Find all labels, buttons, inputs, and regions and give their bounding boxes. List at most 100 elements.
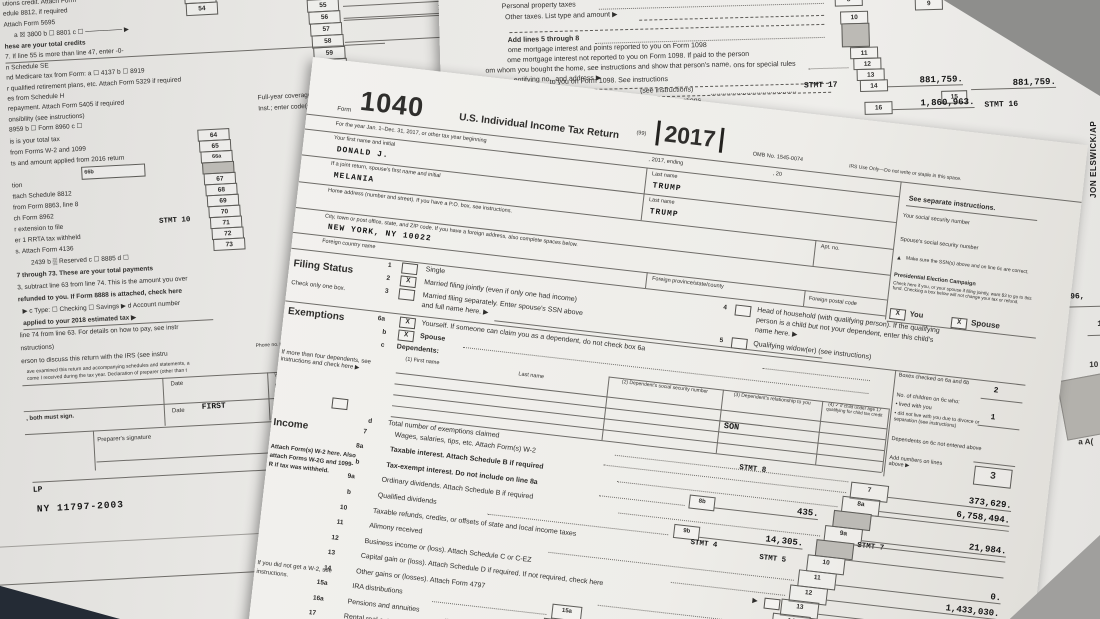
line8b-inline-box: 8b [688, 494, 716, 512]
p2-payline: line 74 from line 63. For details on how… [19, 323, 179, 340]
dotted-leader [762, 366, 871, 382]
line6b-checkbox: X [397, 329, 415, 343]
p2-line: 8959 b ☐ Form 8960 c ☐ [8, 122, 83, 134]
dotted-leader [594, 35, 825, 44]
filing-3-num: 3 [384, 287, 389, 296]
p2-payline: er 1 RRTA tax withheld [14, 233, 81, 245]
line10-num: 10 [339, 503, 348, 512]
spouse-ssn-label: Spouse's social security number [899, 236, 979, 252]
fragment-shaded-box [1056, 369, 1100, 441]
dotted-leader [548, 550, 795, 581]
boxes-checked-value: 2 [993, 386, 999, 396]
filing-1-label: Single [425, 266, 446, 276]
line6c-label: Dependents: [396, 343, 440, 356]
rule-line [298, 181, 894, 250]
campaign-spouse-label: Spouse [970, 318, 1001, 331]
schedA-line14-box: 14 [859, 79, 889, 92]
income-heading: Income [272, 416, 309, 432]
line16a-label: Pensions and annuities [347, 598, 420, 614]
rule-line [291, 247, 886, 317]
form-number: 1040 [358, 85, 426, 123]
schedA-line: Personal property taxes [501, 1, 576, 11]
p2-must-sign: , both must sign. [26, 413, 75, 423]
campaign-you-checkbox: X [889, 307, 907, 321]
p2-payline: 2439 b ▒ Reserved c ☐ 8885 d ☐ [30, 254, 130, 267]
check-only-note: Check only one box. [290, 280, 346, 293]
more-dependents-checkbox [331, 397, 349, 411]
filing-1-checkbox [401, 262, 419, 276]
line6a-checkbox: X [398, 316, 417, 330]
p2-line54-box: 54 [185, 1, 219, 17]
campaign-you-label: You [909, 309, 924, 320]
schedA-stmt16: STMT 16 [984, 99, 1019, 110]
line8a-num: 8a [355, 442, 364, 451]
omb-number: OMB No. 1545-0074 [752, 151, 804, 164]
schedA-line16-box: 16 [864, 101, 893, 115]
filing-4-num: 4 [722, 304, 728, 312]
form-title-note: (99) [636, 130, 647, 138]
rule-line [292, 231, 888, 301]
last-name-value: TRUMP [652, 181, 682, 194]
line6b-label: Spouse [419, 332, 446, 343]
schedA-shaded-box [841, 22, 870, 48]
p2-payline: from Form 8863, line 8 [12, 201, 79, 212]
dotted-leader [670, 580, 786, 596]
tax-year-ending: , 2017, ending [648, 156, 684, 167]
dep-col1-header: (1) First name [405, 356, 440, 367]
stmt5-note: STMT 5 [758, 553, 787, 565]
p2-payline: r extension to file [14, 223, 64, 234]
did-not-live-label: • did not live with you due to divorce o… [893, 410, 980, 429]
schedA-line: Add lines 5 through 8 [507, 35, 580, 45]
line6b-num: b [381, 328, 387, 337]
filing-2-checkbox: X [399, 275, 417, 289]
line13-num: 13 [327, 548, 336, 557]
p2-66b-inline-box: 66b [81, 163, 146, 180]
schedA-line8-box: 8 [834, 0, 863, 7]
line9b-label: Qualified dividends [377, 492, 437, 506]
p2-spouse-occupation-value: FIRST [201, 401, 227, 412]
dotted-leader [432, 599, 547, 616]
line16a-num: 16a [312, 594, 325, 603]
line9b-num: b [346, 488, 352, 497]
stmt4-note: STMT 4 [689, 538, 718, 550]
lived-with-you-value: 1 [990, 413, 996, 423]
p2-stmt10: STMT 10 [158, 216, 191, 226]
dep-col1b-header: Last name [518, 371, 545, 381]
line6c-num: c [380, 341, 385, 349]
rule-line [884, 181, 902, 320]
schedA-line14-total: 881,759. [970, 76, 1057, 91]
dotted-leader [598, 1, 824, 10]
rule-line [608, 376, 889, 410]
line7-num: 7 [362, 428, 368, 436]
p2-payline: is is your total tax [9, 135, 60, 146]
photo-credit: JON ELSWICK/AP [1089, 120, 1098, 198]
p2-payline: ▶ c Type: ☐ Checking ☐ Savings ▶ d Accou… [22, 299, 181, 316]
schedA-line: (see instructions) [639, 86, 694, 95]
tax-year: 2017 [655, 120, 725, 154]
line17-num: 17 [308, 609, 317, 617]
last-name-label: Last name [651, 171, 678, 181]
check-here-arrow-icon: ▶ [751, 597, 759, 605]
line15a-num: 15a [316, 578, 328, 588]
p2-firm-zip: NY 11797-2003 [36, 499, 125, 515]
warning-triangle-icon: ▲ [895, 255, 903, 262]
form-1040-main-sheet: Form 1040 U.S. Individual Income Tax Ret… [233, 57, 1088, 619]
rule-line [812, 240, 817, 267]
irs-use-only: IRS Use Only—Do not write or staple in t… [848, 163, 962, 183]
ssn-note: Make sure the SSN(s) above and on line 6… [905, 255, 1029, 276]
dash-line [509, 22, 825, 34]
p2-preparer-label: Preparer's signature [97, 434, 152, 444]
filing-1-num: 1 [387, 261, 392, 270]
p2-line: es from Schedule H [7, 92, 65, 103]
fragment-line10-label: 10 [1089, 359, 1099, 370]
filing-3-checkbox [398, 288, 416, 302]
exemptions-total-box: 3 [972, 465, 1013, 489]
line11-num: 11 [336, 518, 344, 527]
line15a-label: IRA distributions [351, 582, 403, 596]
add-numbers-label: Add numbers on lines above ▶ [888, 454, 943, 470]
stmt8-note: STMT 8 [738, 463, 767, 475]
rule-line [92, 430, 96, 471]
p2-payline: ch Form 8962 [13, 213, 54, 223]
tax-year-20: , 20 [772, 170, 783, 178]
dotted-leader [599, 494, 685, 506]
